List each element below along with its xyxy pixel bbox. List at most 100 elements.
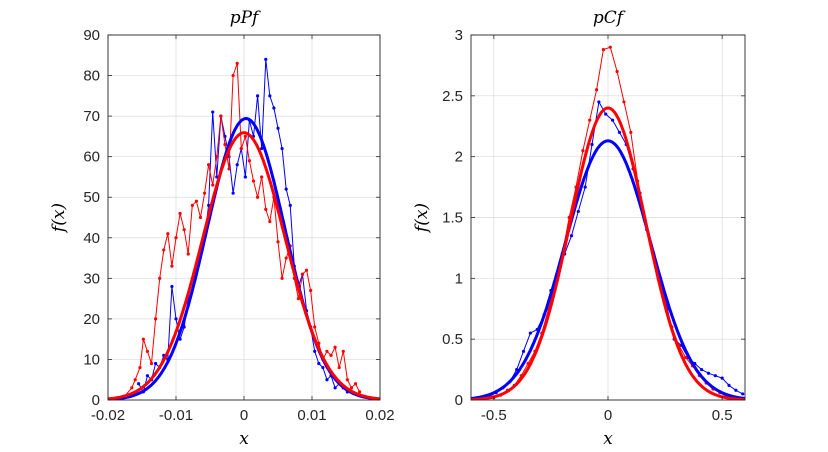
data-point <box>276 240 280 244</box>
data-point <box>202 191 207 195</box>
data-point <box>223 142 227 147</box>
data-point <box>260 175 264 179</box>
data-point <box>130 386 134 390</box>
data-point <box>304 268 309 272</box>
data-point <box>231 73 235 78</box>
data-point <box>528 331 532 335</box>
data-point <box>264 207 268 211</box>
data-point <box>353 382 358 386</box>
data-point <box>145 374 150 378</box>
data-point <box>154 361 158 366</box>
data-point <box>166 232 170 236</box>
y-tick-label: 1.5 <box>442 210 463 227</box>
data-point <box>610 118 615 122</box>
data-point <box>727 383 731 387</box>
data-point <box>604 112 608 116</box>
data-point <box>268 219 272 224</box>
series-line-blue-empirical <box>138 58 348 393</box>
data-point <box>325 378 329 382</box>
data-point <box>149 361 154 366</box>
data-point <box>615 69 619 74</box>
data-point <box>581 148 585 153</box>
y-tick-label: 1 <box>455 270 463 287</box>
y-axis-label: f(x) <box>412 203 432 234</box>
data-point <box>280 146 284 151</box>
data-point <box>260 146 264 151</box>
data-point <box>268 94 272 98</box>
data-point <box>247 159 252 163</box>
data-point <box>198 215 203 220</box>
y-tick-label: 40 <box>83 230 100 247</box>
data-point <box>576 209 580 214</box>
data-point <box>521 349 526 353</box>
series-line-red-empirical <box>493 46 734 399</box>
x-axis-label: x <box>239 429 249 449</box>
data-point <box>629 130 633 134</box>
data-point <box>137 382 141 386</box>
data-point <box>588 118 592 122</box>
data-point <box>684 355 688 360</box>
data-point <box>227 167 231 171</box>
data-point <box>583 185 587 189</box>
data-point <box>345 378 349 382</box>
y-tick-label: 20 <box>83 311 100 328</box>
y-tick-label: 0 <box>92 392 100 409</box>
data-point <box>608 45 612 49</box>
fit-curve-blue <box>471 139 745 400</box>
x-tick-label: 0.5 <box>712 407 733 424</box>
data-point <box>235 163 239 167</box>
data-point <box>720 376 724 380</box>
data-point <box>239 146 243 151</box>
data-point <box>713 374 717 378</box>
data-point <box>182 228 186 232</box>
data-point <box>700 367 704 372</box>
data-point <box>158 276 162 280</box>
data-point <box>284 187 288 191</box>
data-point <box>231 191 235 195</box>
y-tick-label: 2.5 <box>442 88 463 105</box>
data-point <box>276 126 280 130</box>
data-point <box>170 284 174 289</box>
data-point <box>313 349 317 353</box>
data-point <box>162 248 166 252</box>
data-point <box>272 106 276 110</box>
data-point <box>215 155 219 159</box>
x-axis-label: x <box>603 429 613 449</box>
data-point <box>337 365 341 370</box>
data-point <box>309 288 313 293</box>
data-point <box>264 57 268 61</box>
data-point <box>341 349 345 353</box>
data-point <box>706 371 711 375</box>
data-point <box>256 94 260 98</box>
data-point <box>186 252 190 256</box>
data-point <box>141 337 145 341</box>
data-point <box>251 179 256 183</box>
data-point <box>358 390 362 394</box>
data-point <box>133 378 137 382</box>
data-point <box>138 365 142 370</box>
data-point <box>207 203 211 207</box>
data-point <box>243 134 247 138</box>
data-point <box>211 110 215 114</box>
data-point <box>590 142 594 147</box>
data-point <box>325 349 329 353</box>
data-point <box>178 211 182 216</box>
data-point <box>154 317 158 321</box>
data-point <box>211 183 215 187</box>
data-point <box>321 365 325 370</box>
data-point <box>174 236 178 240</box>
chart-title: pCf <box>593 8 626 28</box>
y-tick-label: 80 <box>83 68 100 85</box>
data-point <box>284 256 288 260</box>
data-point <box>219 114 223 118</box>
data-point <box>174 317 178 321</box>
data-point <box>569 234 574 238</box>
y-tick-label: 60 <box>83 149 100 166</box>
fit-curve-red <box>108 131 380 400</box>
series-line-blue-empirical <box>482 101 743 399</box>
data-point <box>333 345 337 349</box>
data-point <box>207 163 211 167</box>
data-point <box>329 353 333 357</box>
data-point <box>296 297 300 301</box>
data-point <box>145 349 150 353</box>
